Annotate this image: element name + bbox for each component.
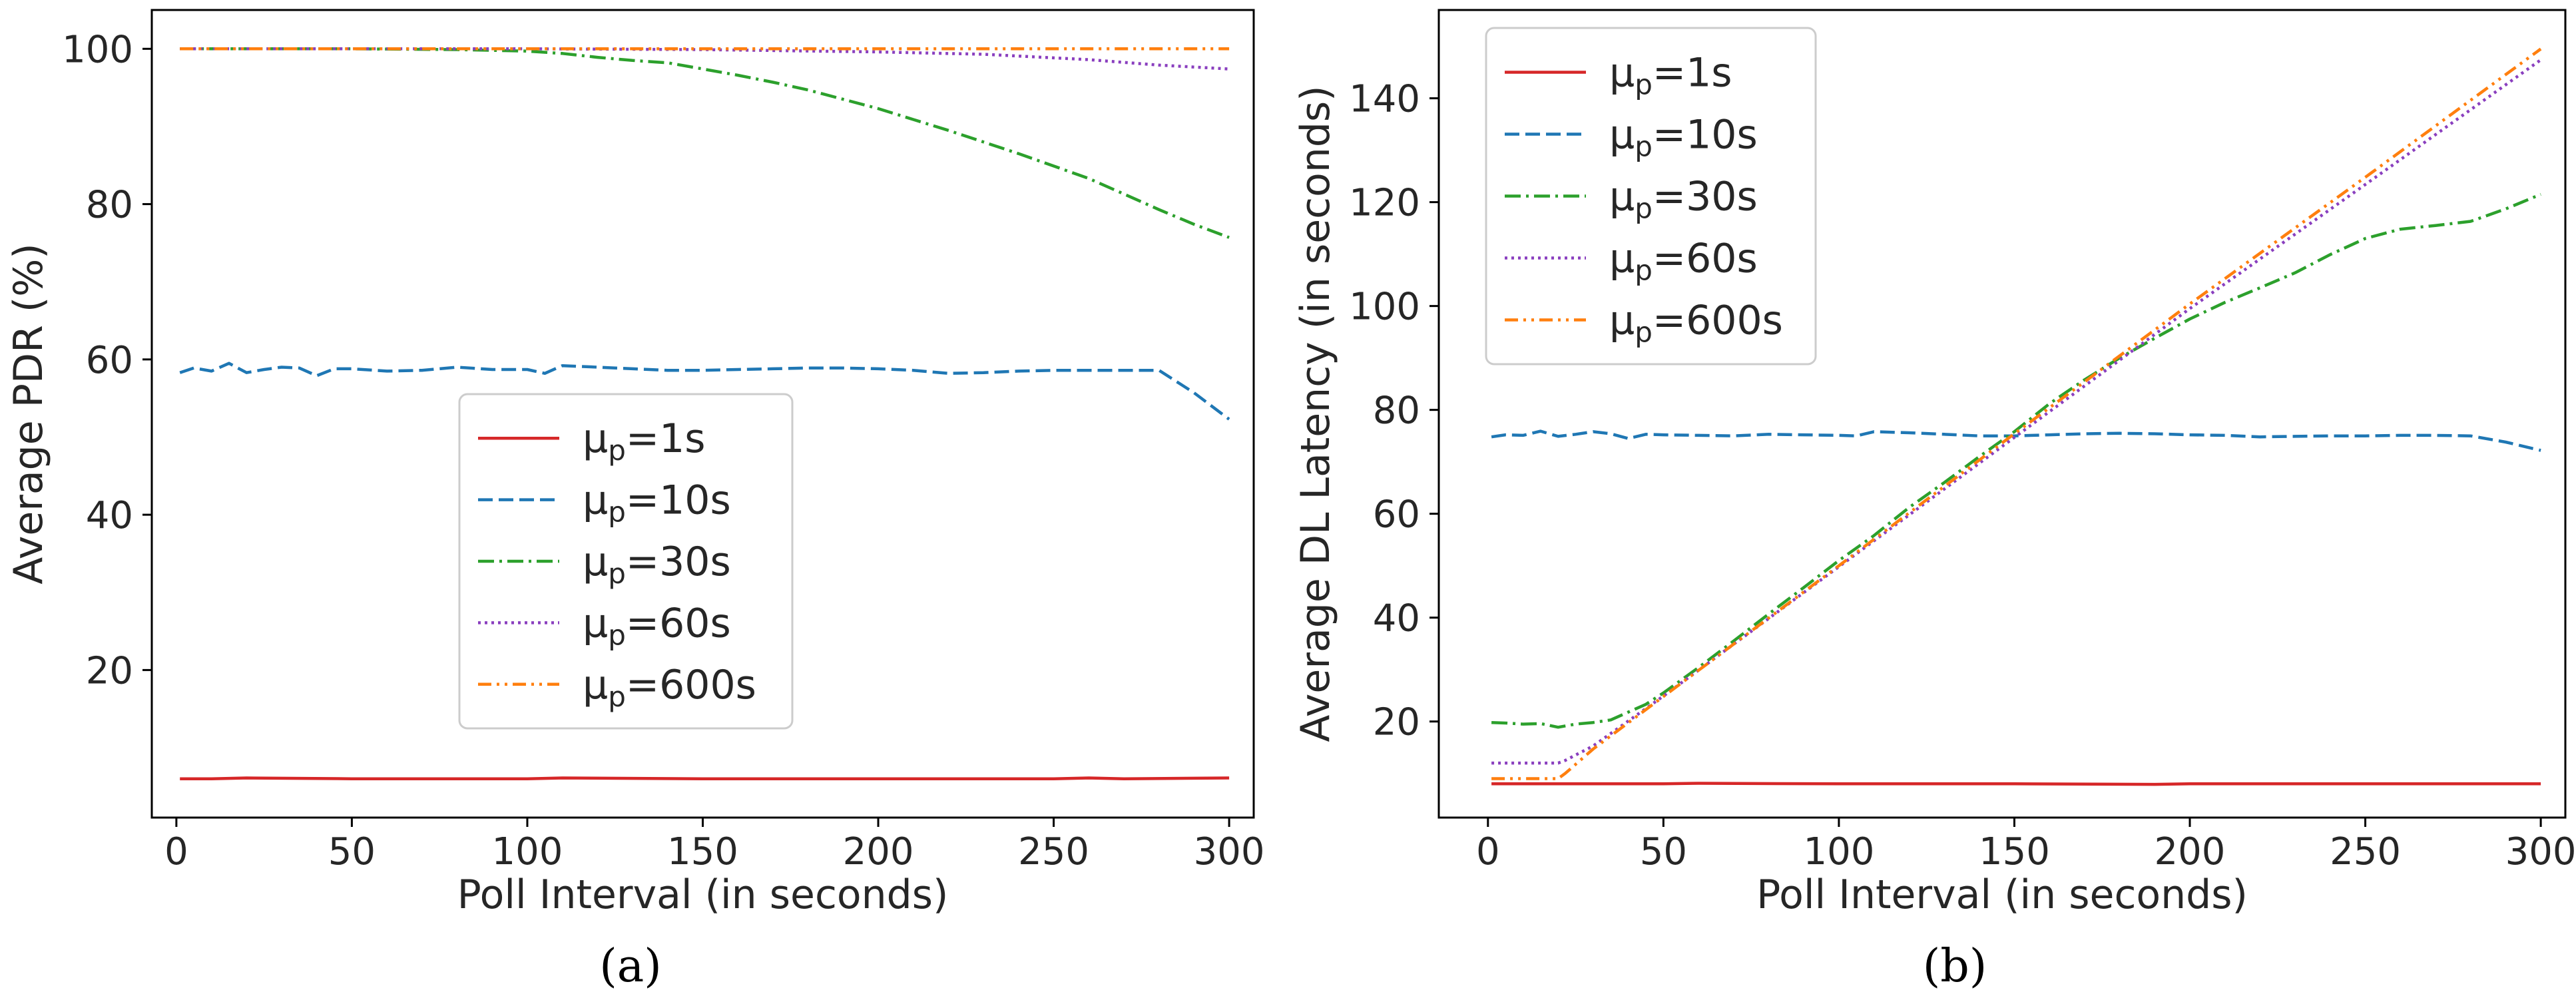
y-tick-label-b: 120 xyxy=(1349,182,1420,225)
y-tick-label-b: 100 xyxy=(1349,286,1420,329)
legend-suffix: =1s xyxy=(626,415,706,462)
legend-mu: μ xyxy=(583,662,608,708)
legend-suffix: =600s xyxy=(1653,298,1783,344)
legend-subscript: p xyxy=(608,434,626,467)
x-tick-label-a: 250 xyxy=(1018,830,1089,874)
legend-suffix: =1s xyxy=(1653,50,1732,97)
legend-box-a xyxy=(458,393,794,730)
series-line-b-1s xyxy=(1491,782,2541,786)
x-tick-label-b: 0 xyxy=(1476,830,1500,874)
legend-mu: μ xyxy=(1609,112,1635,158)
series-line-b-30s xyxy=(1491,192,2541,729)
legend-label-a: μp=60s xyxy=(583,600,731,651)
x-tick-label-a: 100 xyxy=(492,830,563,874)
legend-subscript: p xyxy=(1635,192,1653,225)
series-line-a-30s xyxy=(180,47,1230,239)
legend-mu: μ xyxy=(1609,50,1635,97)
legend-mu: μ xyxy=(1609,174,1635,220)
y-tick-label-b: 80 xyxy=(1373,389,1420,433)
series-line-a-10s xyxy=(179,362,1230,421)
legend-subscript: p xyxy=(608,680,626,713)
series-line-b-10s xyxy=(1491,429,2541,452)
legend-label-a: μp=10s xyxy=(583,477,731,529)
y-tick-label-b: 140 xyxy=(1349,78,1420,121)
x-tick-label-a: 150 xyxy=(667,830,738,874)
y-tick-label-b: 20 xyxy=(1373,701,1420,744)
y-tick-label-a: 80 xyxy=(86,184,133,227)
legend-suffix: =60s xyxy=(626,600,731,646)
caption-b: (b) xyxy=(1923,940,1987,993)
legend-suffix: =600s xyxy=(626,662,756,708)
x-axis-title-a: Poll Interval (in seconds) xyxy=(457,872,949,918)
series-line-b-60s xyxy=(1491,59,2542,765)
series-line-a-60s xyxy=(180,47,1230,71)
legend-suffix: =60s xyxy=(1653,236,1758,282)
legend-subscript: p xyxy=(608,496,626,529)
legend-label-b: μp=10s xyxy=(1609,112,1758,163)
legend-suffix: =30s xyxy=(626,539,731,585)
legend-subscript: p xyxy=(608,557,626,590)
legend-subscript: p xyxy=(608,619,626,651)
x-tick-label-a: 200 xyxy=(843,830,914,874)
legend-label-a: μp=30s xyxy=(583,539,731,590)
x-tick-label-b: 150 xyxy=(1979,830,2050,874)
x-tick-label-b: 300 xyxy=(2505,830,2576,874)
x-tick-label-b: 250 xyxy=(2330,830,2401,874)
legend-suffix: =10s xyxy=(1653,112,1758,158)
y-tick-label-a: 100 xyxy=(62,28,133,71)
legend-mu: μ xyxy=(583,477,608,524)
y-axis-title-a: Average PDR (%) xyxy=(5,243,52,584)
y-tick-label-b: 40 xyxy=(1373,597,1420,640)
x-tick-label-a: 50 xyxy=(328,830,376,874)
legend-box-b xyxy=(1485,27,1817,366)
caption-a: (a) xyxy=(599,940,662,993)
y-tick-label-a: 20 xyxy=(86,649,133,692)
y-tick-label-a: 60 xyxy=(86,339,133,382)
legend-mu: μ xyxy=(583,539,608,585)
legend-subscript: p xyxy=(1635,316,1653,349)
x-axis-title-b: Poll Interval (in seconds) xyxy=(1756,872,2248,918)
x-tick-label-a: 300 xyxy=(1194,830,1265,874)
legend-mu: μ xyxy=(1609,236,1635,282)
legend-subscript: p xyxy=(1635,130,1653,163)
x-tick-label-a: 0 xyxy=(164,830,188,874)
legend-label-a: μp=600s xyxy=(583,662,756,713)
axes-frame-b xyxy=(1437,9,2567,819)
legend-label-b: μp=30s xyxy=(1609,174,1758,225)
plot-b: 0 50 100 150 200 250 300 20 40 60 80 100 120 140 Poll … xyxy=(1292,9,2576,918)
legend-label-a: μp=1s xyxy=(583,415,706,467)
x-tick-label-b: 200 xyxy=(2155,830,2226,874)
legend-mu: μ xyxy=(583,415,608,462)
y-tick-label-a: 40 xyxy=(86,494,133,537)
x-tick-label-b: 50 xyxy=(1640,830,1687,874)
legend-mu: μ xyxy=(583,600,608,646)
legend-label-b: μp=60s xyxy=(1609,236,1758,287)
y-tick-label-b: 60 xyxy=(1373,493,1420,537)
y-axis-title-b: Average DL Latency (in seconds) xyxy=(1292,85,1339,742)
legend-mu: μ xyxy=(1609,298,1635,344)
legend-subscript: p xyxy=(1635,69,1653,101)
series-line-b-600s xyxy=(1491,47,2542,780)
x-tick-label-b: 100 xyxy=(1803,830,1874,874)
legend-subscript: p xyxy=(1635,254,1653,287)
legend-label-b: μp=600s xyxy=(1609,298,1783,349)
series-line-a-1s xyxy=(180,776,1230,780)
legend-label-b: μp=1s xyxy=(1609,50,1732,101)
legend-suffix: =10s xyxy=(626,477,731,524)
legend-suffix: =30s xyxy=(1653,174,1758,220)
